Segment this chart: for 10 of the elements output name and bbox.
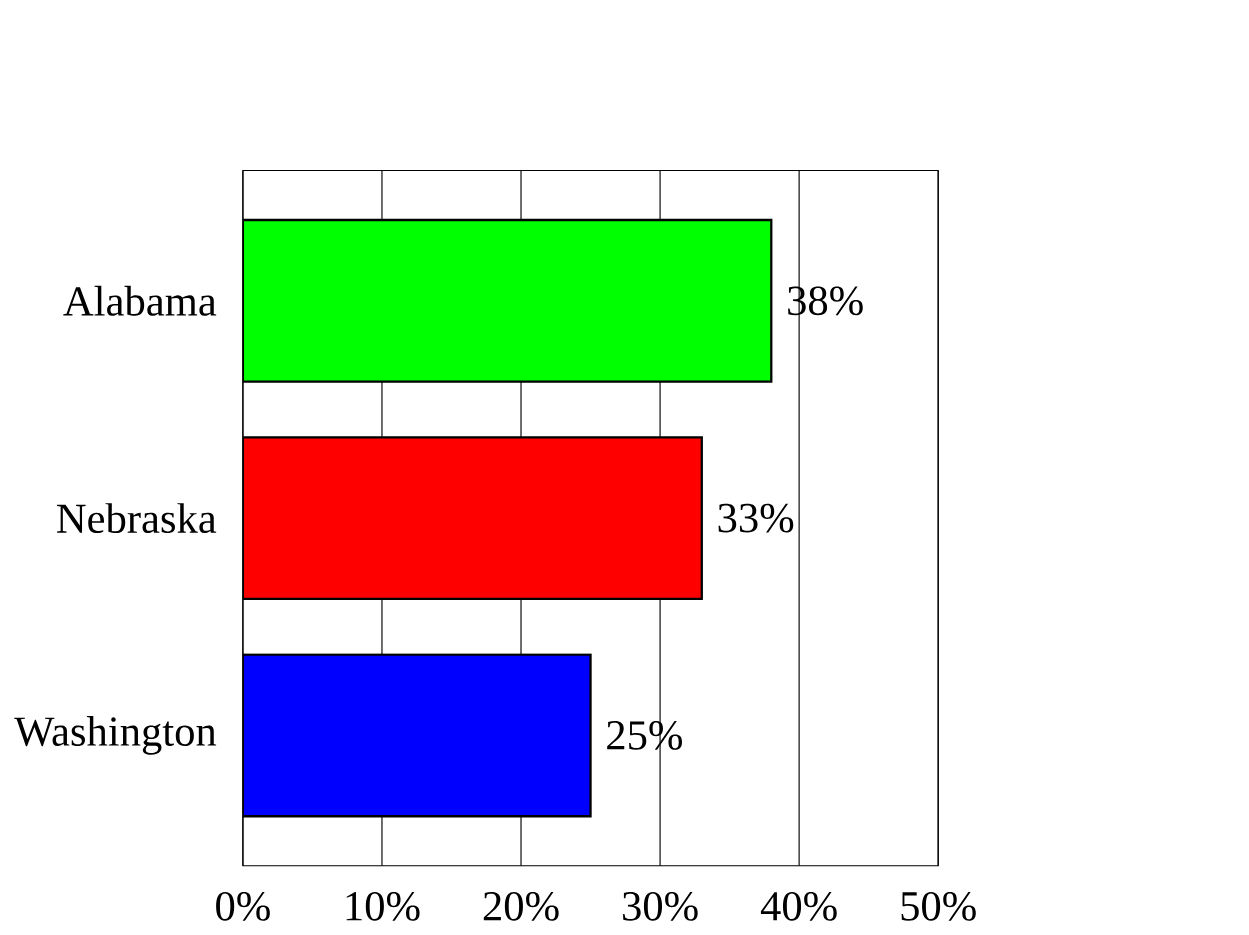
x-tick-label: 40% <box>760 891 837 921</box>
x-tick-label: 50% <box>901 891 976 921</box>
x-tick-label: 20% <box>483 891 559 921</box>
x-tick-label: 0% <box>216 891 270 921</box>
y-tick-label: Alabama <box>63 285 217 316</box>
x-tick-label: 10% <box>346 891 420 921</box>
data-label: 33% <box>718 503 794 533</box>
y-tick-label: Washington <box>14 716 217 755</box>
x-tick-label: 30% <box>623 891 698 921</box>
y-tick-label: Nebraska <box>57 503 217 534</box>
